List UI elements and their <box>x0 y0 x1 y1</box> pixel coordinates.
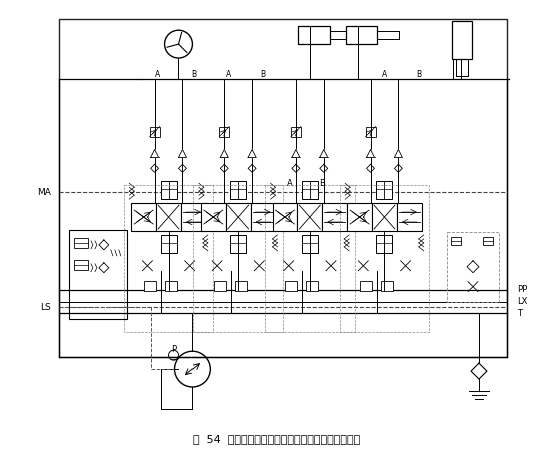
Bar <box>483 237 493 245</box>
Bar <box>150 127 160 137</box>
Bar <box>397 203 422 231</box>
Text: T: T <box>517 309 522 318</box>
Bar <box>298 26 330 44</box>
Bar <box>230 235 246 253</box>
Text: A: A <box>382 70 387 79</box>
Polygon shape <box>320 149 328 157</box>
Polygon shape <box>292 149 300 157</box>
Bar <box>346 26 377 44</box>
Bar <box>161 181 177 199</box>
Bar <box>74 238 88 248</box>
Bar <box>366 127 376 137</box>
Bar <box>161 235 177 253</box>
Polygon shape <box>220 149 228 157</box>
Bar <box>131 203 156 231</box>
Bar <box>340 185 429 332</box>
Bar <box>322 203 347 231</box>
Bar <box>291 127 301 137</box>
Bar <box>165 281 177 290</box>
Bar <box>377 181 392 199</box>
Bar <box>235 281 247 290</box>
Text: LX: LX <box>517 297 527 306</box>
Text: LS: LS <box>40 303 51 312</box>
Bar <box>452 21 472 59</box>
Bar <box>302 235 318 253</box>
Text: B: B <box>417 70 422 79</box>
Bar <box>214 281 225 290</box>
Bar <box>273 203 297 231</box>
Bar <box>124 185 213 332</box>
Polygon shape <box>248 149 256 157</box>
Bar <box>156 203 181 231</box>
Bar <box>306 281 319 290</box>
Bar <box>144 281 156 290</box>
Bar <box>451 237 461 245</box>
Text: B: B <box>191 70 196 79</box>
Bar <box>372 203 397 231</box>
Text: A: A <box>287 179 293 188</box>
Text: B: B <box>260 70 265 79</box>
Text: PP: PP <box>517 285 527 294</box>
Bar <box>201 203 226 231</box>
Bar <box>250 203 275 231</box>
Bar <box>381 281 393 290</box>
Bar <box>74 260 88 270</box>
Bar <box>297 203 322 231</box>
Bar <box>230 181 246 199</box>
Polygon shape <box>151 149 158 157</box>
Bar <box>447 232 499 302</box>
Bar <box>360 281 372 290</box>
Text: A: A <box>225 70 231 79</box>
Bar <box>69 230 127 319</box>
Text: P: P <box>171 345 176 354</box>
Text: B: B <box>319 179 325 188</box>
Bar <box>59 19 507 357</box>
Bar <box>226 203 250 231</box>
Polygon shape <box>178 149 187 157</box>
Bar <box>219 127 229 137</box>
Polygon shape <box>367 149 375 157</box>
Text: 图  54  某工程机械的比例多路换向阀液压系统原理图: 图 54 某工程机械的比例多路换向阀液压系统原理图 <box>193 434 361 444</box>
Text: A: A <box>155 70 160 79</box>
Bar <box>347 203 372 231</box>
Bar <box>193 185 283 332</box>
Bar <box>265 185 355 332</box>
Text: MA: MA <box>37 188 51 197</box>
Bar <box>302 181 318 199</box>
Bar <box>285 281 297 290</box>
Polygon shape <box>394 149 402 157</box>
Bar <box>181 203 206 231</box>
Bar <box>377 235 392 253</box>
